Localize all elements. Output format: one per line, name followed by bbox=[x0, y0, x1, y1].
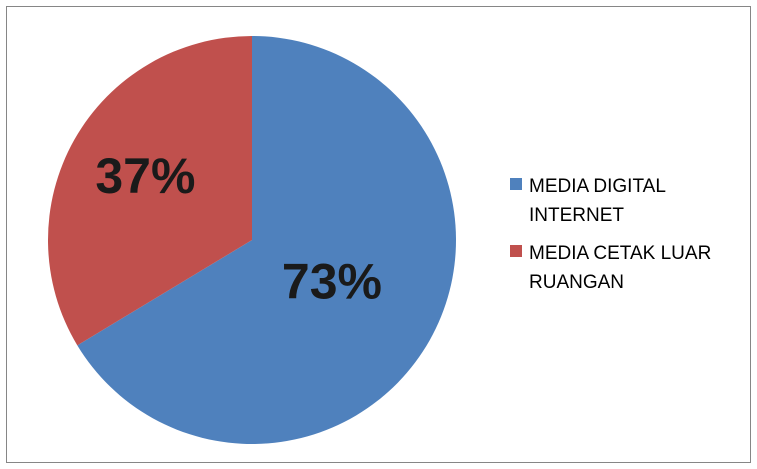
data-label-cetak: 37% bbox=[95, 148, 195, 204]
legend-item-cetak: MEDIA CETAK LUAR RUANGAN bbox=[510, 239, 745, 297]
legend-label-digital-line1: MEDIA DIGITAL bbox=[529, 176, 666, 197]
legend-item-digital: MEDIA DIGITAL INTERNET bbox=[510, 172, 745, 230]
legend-swatch-digital bbox=[510, 178, 522, 190]
pie-slice-cetak bbox=[47, 36, 252, 346]
pie-slices bbox=[47, 36, 456, 444]
chart-legend: MEDIA DIGITAL INTERNET MEDIA CETAK LUAR … bbox=[510, 172, 745, 306]
pie-slice-digital bbox=[77, 36, 456, 444]
data-label-digital: 73% bbox=[282, 253, 382, 309]
legend-label-cetak-line2: RUANGAN bbox=[529, 272, 625, 293]
pie-labels: 73% 37% bbox=[95, 148, 382, 309]
legend-swatch-cetak bbox=[510, 245, 522, 257]
legend-label-digital-line2: INTERNET bbox=[529, 205, 624, 226]
legend-label-cetak-line1: MEDIA CETAK LUAR bbox=[529, 243, 712, 264]
